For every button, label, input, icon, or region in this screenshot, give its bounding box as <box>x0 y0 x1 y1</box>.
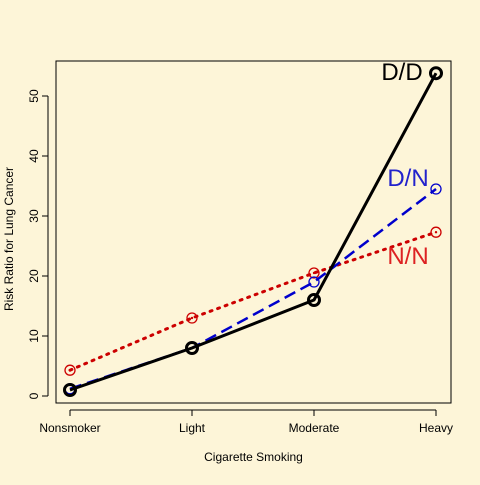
series-line-n-n <box>68 230 438 372</box>
data-point-center-n-n <box>190 316 194 320</box>
series-labels: D/D D/N N/N <box>381 59 428 270</box>
x-tick-label: Light <box>179 421 206 435</box>
series-label-d-d: D/D <box>381 59 422 86</box>
data-point-n-n <box>186 312 198 324</box>
series-layer <box>63 66 443 397</box>
data-point-d-d <box>185 341 199 355</box>
x-tick-label: Heavy <box>419 421 453 435</box>
data-point-n-n <box>308 267 320 279</box>
y-tick-label: 10 <box>27 329 41 343</box>
y-axis-label: Risk Ratio for Lung Cancer <box>2 167 16 311</box>
plot-area-frame <box>55 60 452 404</box>
x-tick-label: Moderate <box>289 421 340 435</box>
y-tick-label: 40 <box>27 149 41 163</box>
data-point-d-n <box>430 183 442 195</box>
data-point-d-d <box>307 293 321 307</box>
y-tick-label: 30 <box>27 209 41 223</box>
series-line-d-n <box>69 188 437 390</box>
y-tick-label: 0 <box>27 392 41 399</box>
data-point-center-n-n <box>68 369 72 372</box>
data-point-n-n <box>64 364 76 376</box>
series-line-d-d <box>69 72 438 392</box>
data-point-n-n <box>430 226 442 238</box>
x-axis-label: Cigarette Smoking <box>204 450 303 464</box>
data-point-d-d <box>63 383 77 397</box>
y-axis: 0 10 20 30 40 50 <box>27 89 49 399</box>
y-tick-label: 20 <box>27 269 41 283</box>
series-label-n-n: N/N <box>387 243 428 270</box>
series-label-d-n: D/N <box>387 165 428 192</box>
data-point-d-d <box>429 66 443 81</box>
data-point-center-n-n <box>434 231 438 234</box>
x-tick-label: Nonsmoker <box>39 421 100 435</box>
y-tick-label: 50 <box>27 89 41 103</box>
data-point-d-n <box>308 276 320 288</box>
x-axis: Nonsmoker Light Moderate Heavy <box>39 409 453 435</box>
data-point-center-n-n <box>312 271 316 275</box>
